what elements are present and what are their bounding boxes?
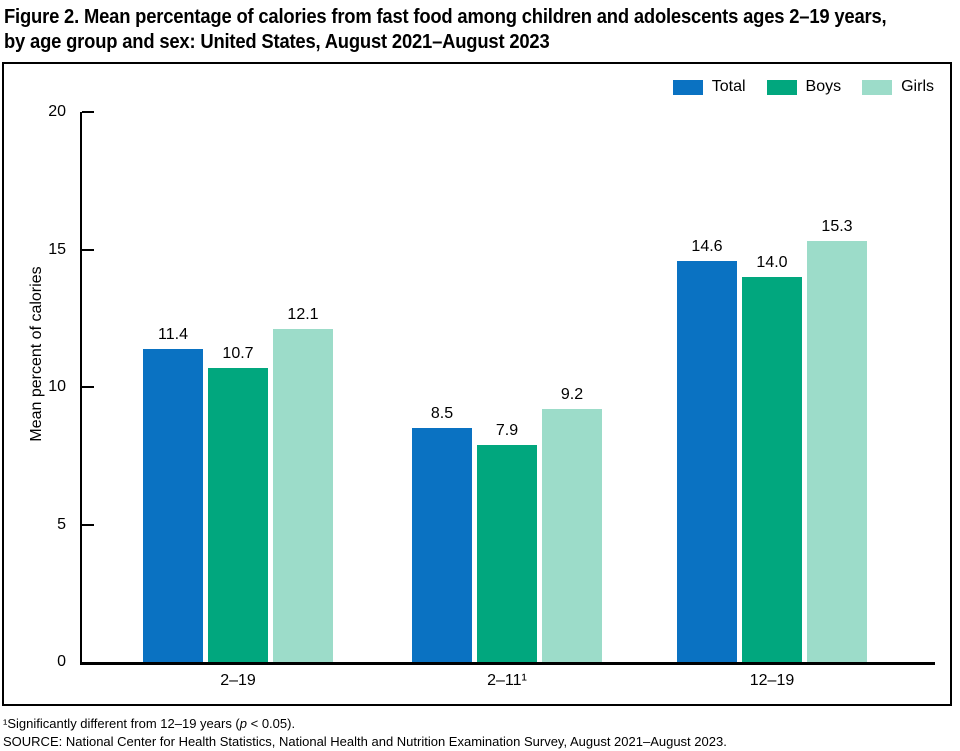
bar-value-label: 9.2 (560, 386, 584, 403)
legend-item-girls: Girls (862, 78, 934, 96)
bar-value-label: 10.7 (222, 344, 254, 362)
bar-total-12-19 (677, 260, 737, 662)
bar-boys-2-11 (477, 444, 537, 662)
bar-girls-12-19 (807, 241, 867, 662)
y-axis-title: Mean percent of calories (28, 266, 45, 442)
y-tick-label: 0 (57, 653, 66, 670)
legend-label-boys: Boys (805, 78, 842, 95)
legend-item-total: Total (672, 78, 746, 96)
bar-girls-2-19 (273, 329, 333, 662)
bar-value-label: 7.9 (495, 421, 519, 439)
legend-swatch-total (672, 79, 703, 95)
bar-value-label: 8.5 (430, 405, 454, 423)
y-tick-label: 10 (48, 378, 66, 395)
legend-swatch-girls (862, 79, 893, 95)
x-axis-line (80, 662, 935, 665)
legend-label-total: Total (711, 78, 746, 95)
legend: Total Boys Girls (672, 78, 934, 96)
footnotes: ¹Significantly different from 12–19 year… (3, 715, 727, 751)
y-tick (82, 386, 94, 388)
footnote-source: SOURCE: National Center for Health Stati… (3, 734, 727, 749)
footnote-p-italic: p (239, 716, 247, 731)
y-tick (82, 248, 94, 251)
legend-swatch-boys (766, 79, 797, 95)
y-tick-label: 5 (57, 515, 66, 533)
x-axis-label-2-11: 2–11¹ (487, 672, 527, 689)
bar-total-2-11 (412, 428, 472, 662)
x-axis-label-2-19: 2–19 (220, 672, 256, 689)
bar-value-label: 14.0 (756, 254, 788, 271)
figure-title-line2: by age group and sex: United States, Aug… (4, 31, 550, 53)
figure-title-line1: Figure 2. Mean percentage of calories fr… (4, 6, 887, 28)
y-tick-label: 20 (48, 103, 66, 120)
y-tick (82, 111, 94, 113)
y-tick-label: 15 (48, 240, 66, 258)
legend-item-boys: Boys (766, 78, 842, 96)
figure-title: Figure 2. Mean percentage of calories fr… (4, 5, 960, 55)
bar-boys-12-19 (742, 277, 802, 662)
x-axis-label-12-19: 12–19 (749, 672, 795, 689)
bar-value-label: 12.1 (287, 306, 319, 324)
bar-value-label: 14.6 (691, 237, 723, 255)
y-tick (82, 523, 94, 526)
bar-girls-2-11 (542, 409, 602, 662)
footnote-significance-text: ¹Significantly different from 12–19 year… (3, 716, 240, 731)
chart-panel: Total Boys Girls 0 5 10 15 20 Mean percent of c… (2, 62, 952, 706)
footnote-significance: ¹Significantly different from 12–19 year… (3, 715, 727, 733)
bar-value-label: 15.3 (821, 218, 853, 236)
bar-total-2-19 (143, 348, 203, 662)
footnote-significance-end: < 0.05). (247, 716, 296, 731)
bar-value-label: 11.4 (158, 325, 188, 343)
plot-area: 0 5 10 15 20 Mean percent of calories 11.4 10.7… (4, 64, 950, 704)
y-axis-line (80, 112, 82, 662)
legend-label-girls: Girls (901, 78, 934, 95)
bar-boys-2-19 (208, 367, 268, 662)
